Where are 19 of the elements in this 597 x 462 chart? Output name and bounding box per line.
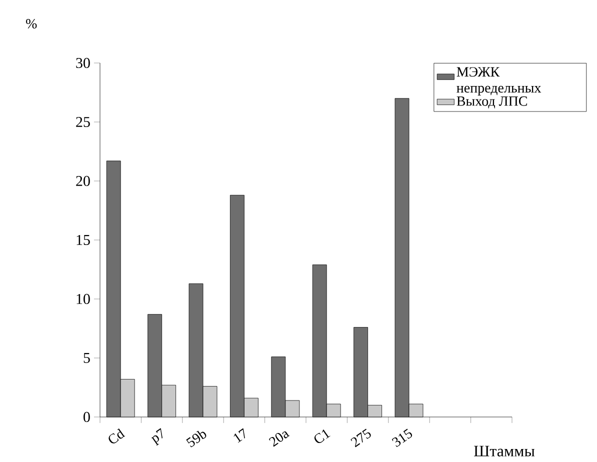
y-tick-label: 10 <box>76 294 90 304</box>
x-tick-label: C1 <box>314 429 330 443</box>
x-tick-label: 275 <box>350 428 371 448</box>
y-tick-label: 30 <box>76 58 90 68</box>
x-tick-label: 315 <box>392 428 412 447</box>
x-tick-label: p7 <box>151 428 163 446</box>
x-tick-label: Cd <box>108 428 126 444</box>
x-axis-title: Штаммы <box>474 446 535 456</box>
x-tick-label: 59b <box>186 430 206 448</box>
x-tick-label: 20a <box>268 431 290 447</box>
y-tick-label: 0 <box>84 412 90 422</box>
x-tick-label: 17 <box>234 428 245 443</box>
y-tick-label: 20 <box>76 176 90 186</box>
legend-label: МЭЖК непредельных <box>456 67 542 96</box>
legend-label: Выход ЛПС <box>456 96 527 108</box>
y-tick-label: 15 <box>76 234 90 246</box>
y-axis-title: % <box>26 18 37 28</box>
y-tick-label: 5 <box>84 353 90 363</box>
y-tick-label: 25 <box>76 116 90 128</box>
